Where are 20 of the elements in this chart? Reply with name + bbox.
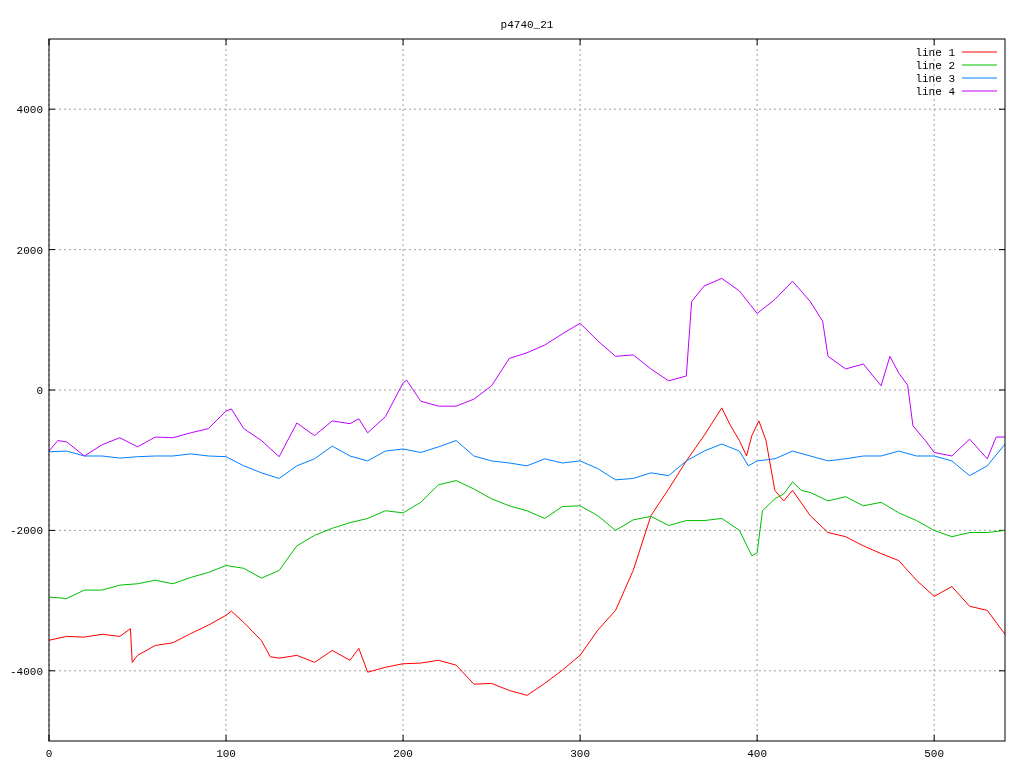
x-tick-label: 400 [747,748,768,760]
line-series [48,440,1006,481]
x-tick-label: 100 [216,748,236,760]
x-tick-label: 200 [393,748,413,760]
chart-title: p4740_21 [500,19,554,31]
line-series [48,407,1006,696]
x-tick-label: 500 [924,748,945,760]
y-tick-label: 4000 [16,104,43,117]
y-tick-label: 0 [36,385,43,397]
x-tick-label: 300 [570,748,591,760]
legend-label: line 2 [915,60,955,72]
legend-label: line 3 [915,73,955,85]
line-series [48,277,1006,460]
legend-label: line 4 [915,86,956,98]
y-tick-label: 2000 [16,244,43,257]
x-tick-label: 0 [45,748,53,760]
legend-label: line 1 [915,47,956,59]
y-tick-label: -2000 [9,525,43,538]
y-tick-label: -4000 [9,665,43,678]
line-series [48,480,1006,599]
